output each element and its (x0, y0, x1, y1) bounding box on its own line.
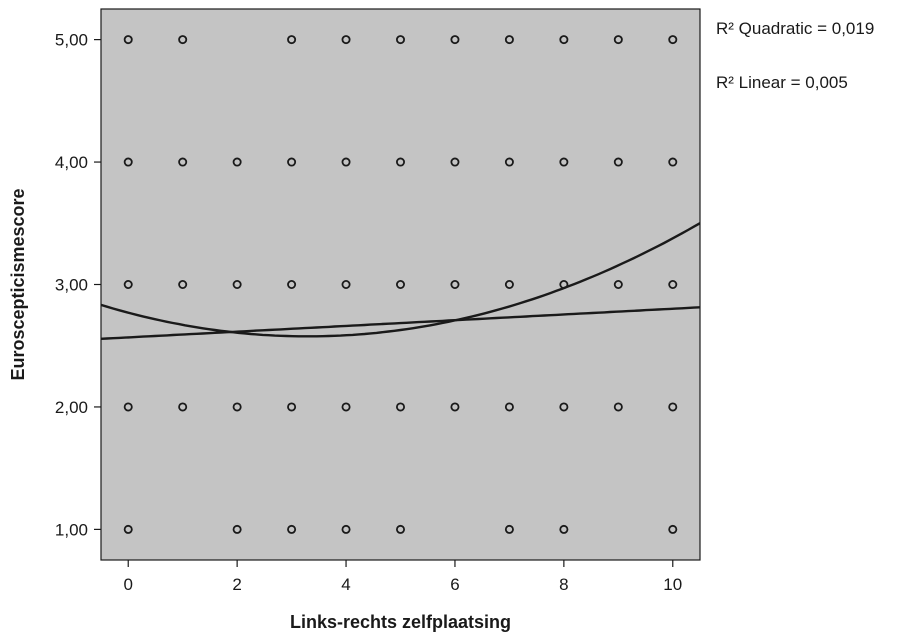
fit-line-quadratic (101, 222, 700, 338)
data-point (559, 524, 569, 534)
data-point (341, 279, 351, 289)
data-point (232, 279, 242, 289)
data-point (395, 35, 405, 45)
data-point (504, 279, 514, 289)
x-tick-label: 0 (123, 575, 132, 594)
data-point (668, 402, 678, 412)
data-point (123, 157, 133, 167)
data-point (450, 35, 460, 45)
data-point (668, 35, 678, 45)
y-tick-label: 5,00 (55, 31, 88, 50)
data-point (613, 35, 623, 45)
data-point (232, 524, 242, 534)
data-point (232, 157, 242, 167)
data-point (504, 524, 514, 534)
plot-area (100, 8, 701, 561)
x-axis-title: Links-rechts zelfplaatsing (290, 612, 511, 632)
y-tick-label: 3,00 (55, 276, 88, 295)
y-axis-title: Euroscepticismescore (8, 188, 28, 380)
data-point (450, 402, 460, 412)
data-point (559, 35, 569, 45)
data-point (559, 157, 569, 167)
x-tick-label: 4 (341, 575, 350, 594)
data-point (668, 157, 678, 167)
data-point (178, 402, 188, 412)
data-point (668, 279, 678, 289)
y-tick-label: 1,00 (55, 520, 88, 539)
data-point (450, 279, 460, 289)
data-point (395, 524, 405, 534)
data-points (123, 35, 678, 534)
data-point (668, 524, 678, 534)
x-tick-label: 6 (450, 575, 459, 594)
data-point (123, 524, 133, 534)
data-point (178, 35, 188, 45)
data-point (613, 279, 623, 289)
data-point (504, 157, 514, 167)
data-point (559, 402, 569, 412)
data-point (341, 35, 351, 45)
data-point (395, 157, 405, 167)
legend: R² Quadratic = 0,019 R² Linear = 0,005 (716, 19, 874, 92)
y-axis: 1,00 2,00 3,00 4,00 5,00 (55, 31, 101, 539)
data-point (395, 402, 405, 412)
data-point (341, 157, 351, 167)
data-point (178, 157, 188, 167)
data-point (613, 402, 623, 412)
data-point (287, 402, 297, 412)
x-tick-label: 8 (559, 575, 568, 594)
data-point (123, 402, 133, 412)
data-point (341, 524, 351, 534)
x-tick-label: 2 (232, 575, 241, 594)
data-point (450, 157, 460, 167)
data-point (613, 157, 623, 167)
data-point (232, 402, 242, 412)
data-point (287, 279, 297, 289)
legend-quadratic-r2: R² Quadratic = 0,019 (716, 19, 874, 38)
data-point (395, 279, 405, 289)
data-point (287, 524, 297, 534)
y-tick-label: 4,00 (55, 153, 88, 172)
data-point (504, 35, 514, 45)
data-point (123, 35, 133, 45)
data-point (504, 402, 514, 412)
fit-line-linear (101, 306, 700, 340)
data-point (123, 279, 133, 289)
y-tick-label: 2,00 (55, 398, 88, 417)
data-point (341, 402, 351, 412)
x-tick-label: 10 (663, 575, 682, 594)
legend-linear-r2: R² Linear = 0,005 (716, 73, 848, 92)
data-point (287, 157, 297, 167)
data-point (178, 279, 188, 289)
data-point (287, 35, 297, 45)
fit-lines (101, 222, 700, 340)
x-axis: 0 2 4 6 8 10 (123, 560, 682, 594)
